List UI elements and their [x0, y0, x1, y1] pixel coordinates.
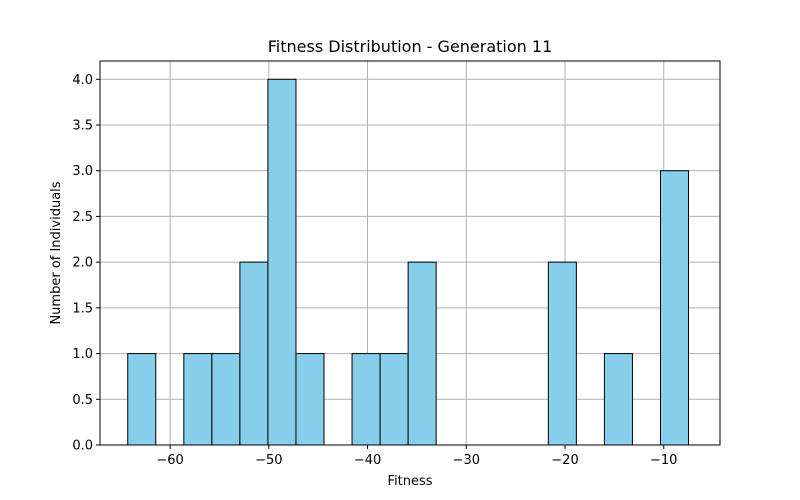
- histogram-bar: [379, 353, 409, 446]
- plot-frame: [99, 60, 721, 446]
- y-tick-label: 4.0: [72, 73, 93, 88]
- x-tick-label: −50: [255, 453, 282, 468]
- histogram-bar: [183, 353, 213, 446]
- chart-title: Fitness Distribution - Generation 11: [268, 37, 553, 56]
- histogram-bar: [547, 261, 577, 446]
- histogram-bar: [127, 353, 157, 446]
- bars: [127, 78, 690, 446]
- x-tick-label: −20: [551, 453, 578, 468]
- y-axis-label: Number of Individuals: [49, 181, 64, 324]
- x-axis-label: Fitness: [387, 474, 432, 489]
- x-tick-label: −30: [453, 453, 480, 468]
- histogram-bar: [659, 170, 690, 446]
- y-tick-label: 0.0: [72, 439, 93, 454]
- ticks: −60 −50 −40 −30 −20 −10 0.0 0.5 1.0 1.5 2.0 2.5 3.0 3…: [72, 73, 677, 468]
- histogram-bar: [351, 353, 381, 446]
- histogram-bar: [211, 353, 241, 446]
- y-tick-label: 1.0: [72, 347, 93, 362]
- histogram-bar: [295, 353, 325, 446]
- y-tick-label: 2.0: [72, 256, 93, 271]
- y-tick-label: 0.5: [72, 393, 93, 408]
- y-tick-label: 3.0: [72, 164, 93, 179]
- x-tick-label: −10: [650, 453, 677, 468]
- x-tick-label: −40: [354, 453, 381, 468]
- histogram-bar: [267, 78, 297, 446]
- histogram-bar: [603, 353, 633, 446]
- histogram-bar: [239, 261, 269, 446]
- y-tick-label: 1.5: [72, 301, 93, 316]
- x-tick-label: −60: [156, 453, 183, 468]
- y-tick-label: 3.5: [72, 119, 93, 134]
- y-tick-label: 2.5: [72, 210, 93, 225]
- histogram-bar: [407, 261, 437, 446]
